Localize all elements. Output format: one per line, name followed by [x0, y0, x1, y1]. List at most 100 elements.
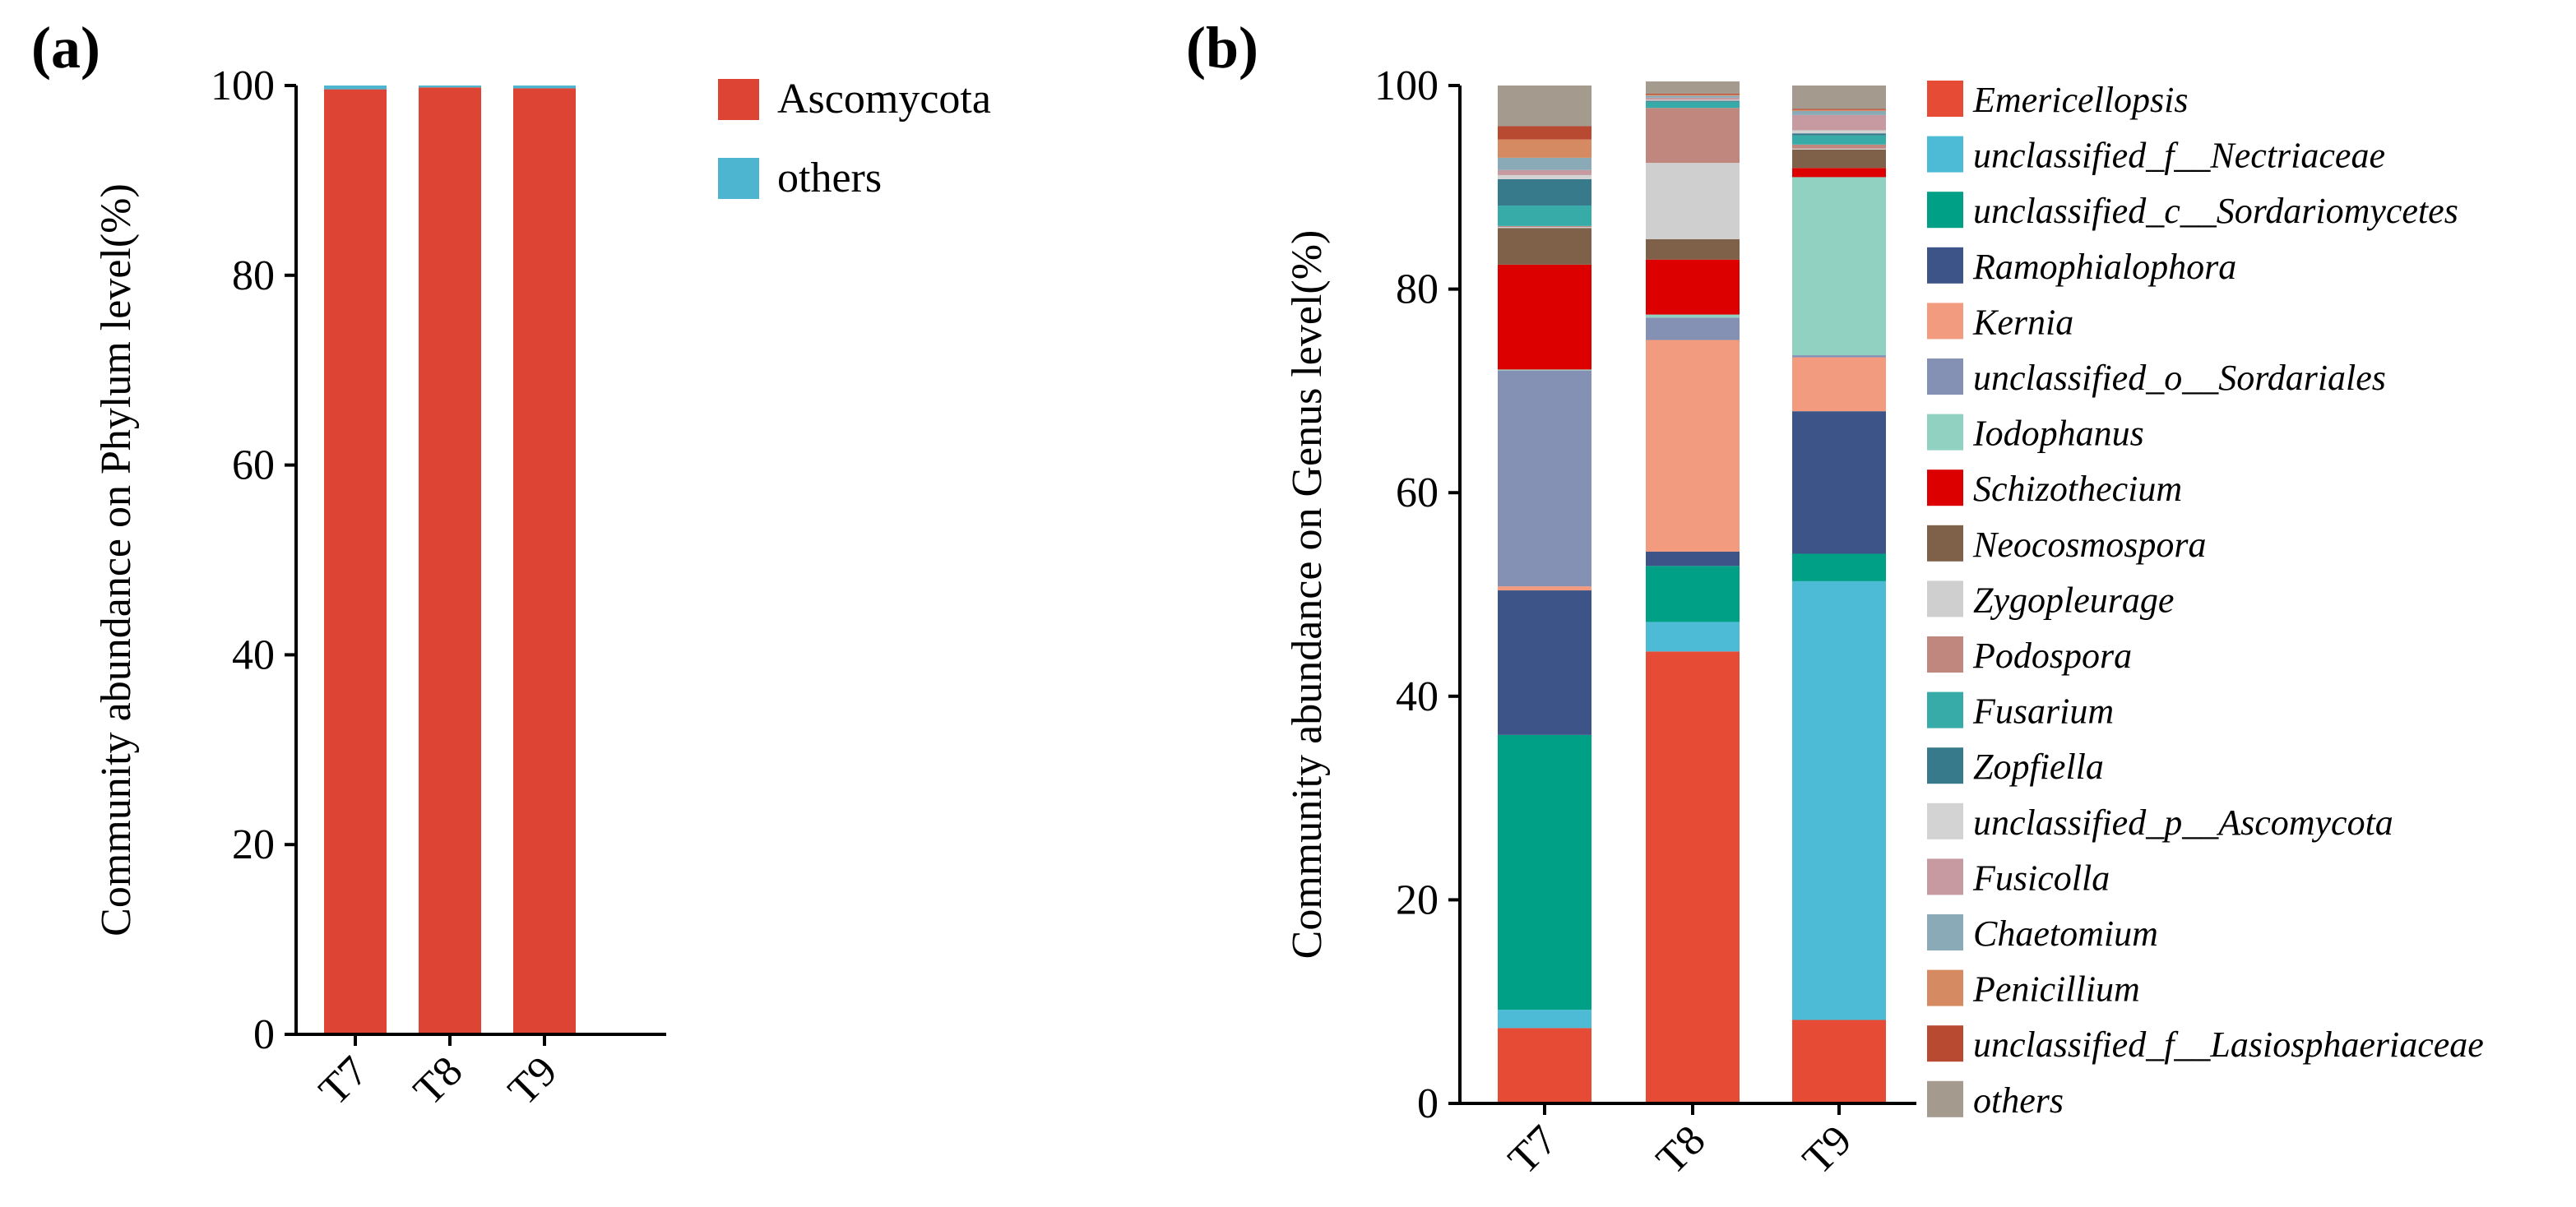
panel-b-bar-T7-8	[1498, 228, 1591, 265]
panel-b-bar-T9-5	[1792, 355, 1886, 358]
panel-a-bar-T8-1	[419, 86, 481, 88]
panel-b-bar-T9-14	[1792, 114, 1886, 131]
panel-a-bar-T8-0	[419, 87, 481, 1035]
panel-b-bar-T9-18	[1792, 86, 1886, 109]
panel-b-bar-T8-0	[1646, 651, 1740, 1103]
panel-b-bar-T8-14	[1646, 97, 1740, 100]
panel-b-legend-swatch-3	[1927, 247, 1963, 284]
panel-b-legend-label-18: others	[1973, 1080, 2064, 1121]
panel-b-bar-T9-11	[1792, 135, 1886, 145]
panel-b-bar-T9-1	[1792, 580, 1886, 1020]
panel-b-legend-swatch-2	[1927, 192, 1963, 229]
panel-b-legend-label-6: Iodophanus	[1972, 414, 2144, 454]
panel-a-legend-swatch-0	[718, 79, 759, 120]
panel-b-legend-label-12: Zopfiella	[1973, 747, 2104, 787]
panel-b-legend-label-10: Podospora	[1972, 636, 2132, 676]
panel-b-bar-T8-5	[1646, 317, 1740, 340]
panel-b-bar-T8-18	[1646, 81, 1740, 94]
panel-a-y-tick-label-100: 100	[211, 62, 275, 109]
panel-b-legend-swatch-8	[1927, 525, 1963, 562]
panel-a-x-tick-label-T9: T9	[499, 1047, 566, 1114]
panel-b-x-tick-label-T7: T7	[1499, 1117, 1566, 1183]
panel-b-y-tick-label-60: 60	[1396, 469, 1439, 516]
panel-b-bar-T8-3	[1646, 552, 1740, 567]
panel-b-x-tick-label-T9: T9	[1794, 1117, 1860, 1183]
panel-b-legend-label-5: unclassified_o__Sordariales	[1973, 358, 2386, 398]
panel-b-bar-T8-2	[1646, 566, 1740, 622]
panel-a-x-tick-label-T7: T7	[310, 1047, 377, 1114]
panel-b-bar-T7-17	[1498, 126, 1591, 140]
panel-b-bar-T8-11	[1646, 101, 1740, 109]
panel-b-legend-label-7: Schizothecium	[1973, 469, 2182, 509]
panel-b-bar-T9-9	[1792, 148, 1886, 150]
panel-b-bar-T7-0	[1498, 1028, 1591, 1103]
panel-b-bar-T9-13	[1792, 130, 1886, 134]
panel-b-legend-label-1: unclassified_f__Nectriaceae	[1973, 136, 2385, 176]
panel-b-bar-T7-5	[1498, 370, 1591, 587]
panel-a-y-tick-label-60: 60	[232, 442, 275, 489]
panel-b-legend-swatch-5	[1927, 358, 1963, 395]
panel-b-bar-T9-7	[1792, 168, 1886, 178]
panel-b-bar-T7-13	[1498, 174, 1591, 179]
panel-b-bar-T8-12	[1646, 100, 1740, 102]
panel-b-legend-swatch-4	[1927, 303, 1963, 340]
panel-b-bar-T8-9	[1646, 163, 1740, 239]
panel-b-bar-T9-16	[1792, 109, 1886, 111]
panel-a-y-tick-label-80: 80	[232, 252, 275, 299]
panel-b-legend-swatch-16	[1927, 969, 1963, 1006]
panel-b-legend-label-0: Emericellopsis	[1972, 80, 2189, 120]
panel-a-legend-swatch-1	[718, 158, 759, 199]
panel-b-legend-swatch-1	[1927, 136, 1963, 173]
panel-b-legend-label-17: unclassified_f__Lasiosphaeriaceae	[1973, 1024, 2484, 1065]
panel-b-bar-T8-4	[1646, 340, 1740, 553]
panel-a-label: (a)	[31, 15, 100, 81]
panel-b-legend-swatch-12	[1927, 747, 1963, 784]
panel-b-bar-T7-14	[1498, 169, 1591, 175]
panel-b-y-tick-label-100: 100	[1374, 62, 1439, 109]
panel-b-y-axis-title: Community abundance on Genus level(%)	[1284, 230, 1331, 960]
panel-b-bar-T9-10	[1792, 144, 1886, 149]
panel-b-bar-T8-10	[1646, 108, 1740, 164]
panel-a-legend-label-0: Ascomycota	[777, 76, 991, 123]
panel-b-bar-T7-16	[1498, 139, 1591, 158]
panel-b-bar-T7-7	[1498, 264, 1591, 370]
panel-b-bar-T7-12	[1498, 178, 1591, 206]
panel-b-legend-label-16: Penicillium	[1972, 969, 2140, 1010]
panel-b-legend-swatch-18	[1927, 1080, 1963, 1117]
panel-b-bar-T7-11	[1498, 206, 1591, 226]
panel-b-bar-T9-8	[1792, 149, 1886, 169]
panel-b-legend-swatch-0	[1927, 81, 1963, 117]
panel-b-x-tick-label-T8: T8	[1647, 1117, 1714, 1183]
panel-b-bar-T9-12	[1792, 133, 1886, 136]
panel-b-bar-T7-3	[1498, 590, 1591, 735]
panel-a-y-tick-label-40: 40	[232, 631, 275, 678]
panel-b-y-tick-label-0: 0	[1417, 1080, 1439, 1127]
panel-b-bar-T7-10	[1498, 225, 1591, 228]
panel-b-bar-T8-1	[1646, 622, 1740, 652]
panel-b-bar-T8-13	[1646, 99, 1740, 101]
panel-b-legend-swatch-9	[1927, 580, 1963, 617]
panel-b-legend-label-15: Chaetomium	[1973, 913, 2158, 954]
panel-b-bar-T8-17	[1646, 93, 1740, 95]
panel-b-bar-T7-9	[1498, 227, 1591, 229]
panel-a-bar-T9-1	[513, 86, 576, 89]
panel-b-legend-swatch-13	[1927, 802, 1963, 839]
panel-b-bar-T8-15	[1646, 95, 1740, 98]
panel-b-legend-swatch-14	[1927, 858, 1963, 895]
panel-b-y-tick-label-40: 40	[1396, 673, 1439, 720]
panel-b-bar-T8-7	[1646, 259, 1740, 315]
panel-b-bar-T9-4	[1792, 357, 1886, 412]
panel-a-bar-T9-0	[513, 88, 576, 1034]
panel-b-legend-label-3: Ramophialophora	[1972, 247, 2236, 287]
panel-a-bar-T7-1	[324, 86, 387, 90]
panel-b-bar-T9-15	[1792, 110, 1886, 115]
panel-b-bar-T7-15	[1498, 157, 1591, 170]
panel-b-label: (b)	[1186, 15, 1258, 81]
panel-b-legend-label-13: unclassified_p__Ascomycota	[1973, 802, 2393, 843]
panel-b-bar-T9-6	[1792, 177, 1886, 356]
panel-a-y-axis-title: Community abundance on Phylum level(%)	[93, 183, 140, 936]
panel-b-bar-T9-3	[1792, 411, 1886, 554]
panel-b-bar-T7-2	[1498, 734, 1591, 1010]
panel-b-bar-T8-6	[1646, 314, 1740, 318]
